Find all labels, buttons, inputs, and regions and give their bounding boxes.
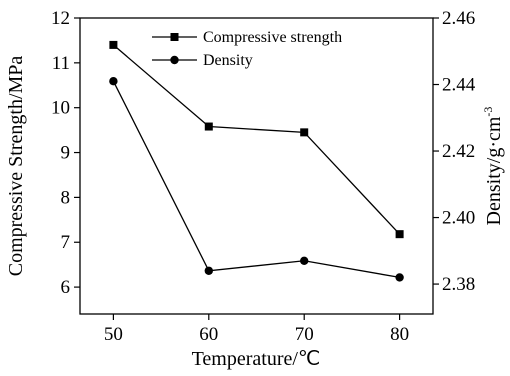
series-layer <box>109 40 404 282</box>
density-data-point <box>395 273 404 282</box>
y-left-tick-label: 9 <box>61 143 71 164</box>
y-left-tick-label: 11 <box>52 53 70 74</box>
legend-marker-density <box>170 55 179 65</box>
x-tick-label: 70 <box>295 324 314 345</box>
y-axis-right-title-main: Density/g·cm <box>483 116 505 225</box>
y-right-tick-label: 2.40 <box>442 208 475 229</box>
legend-marker-compressive-strength <box>170 33 179 41</box>
density-data-point <box>204 266 213 275</box>
x-tick-label: 80 <box>390 324 409 345</box>
y-left-tick-label: 8 <box>61 187 71 208</box>
compressive-strength-data-point <box>395 230 404 239</box>
x-tick-label: 60 <box>199 324 218 345</box>
legend: Compressive strength Density <box>152 29 342 69</box>
y-axis-right-title: Density/g·cm-3 <box>481 107 505 226</box>
y-left-tick-label: 10 <box>51 98 70 119</box>
legend-label-density: Density <box>203 52 253 69</box>
y-left-tick-label: 12 <box>51 8 70 29</box>
y-left-tick-label: 7 <box>61 232 71 253</box>
legend-label-compressive-strength: Compressive strength <box>203 29 342 46</box>
y-right-tick-label: 2.38 <box>442 274 475 295</box>
y-axis-left-title: Compressive Strength/MPa <box>5 56 27 277</box>
x-axis-title: Temperature/℃ <box>192 348 321 370</box>
compressive-strength-data-point <box>204 122 213 131</box>
axis-ticks: 50 60 70 80 6 7 8 9 10 11 12 2.38 2.40 2.42 2.44 2.46 <box>51 8 476 345</box>
compressive-strength-data-point <box>109 40 118 49</box>
density-series-line <box>112 80 400 279</box>
density-data-point <box>300 256 309 265</box>
y-right-tick-label: 2.46 <box>442 8 475 29</box>
compressive-strength-data-point <box>300 128 309 137</box>
y-right-tick-label: 2.44 <box>442 75 476 96</box>
x-tick-label: 50 <box>104 324 123 345</box>
compressive-strength-series-line <box>112 44 401 235</box>
density-data-point <box>109 76 118 86</box>
y-left-tick-label: 6 <box>61 277 71 298</box>
y-right-tick-label: 2.42 <box>442 141 475 162</box>
plot-frame <box>79 17 434 315</box>
y-axis-right-title-superscript: -3 <box>481 107 495 117</box>
